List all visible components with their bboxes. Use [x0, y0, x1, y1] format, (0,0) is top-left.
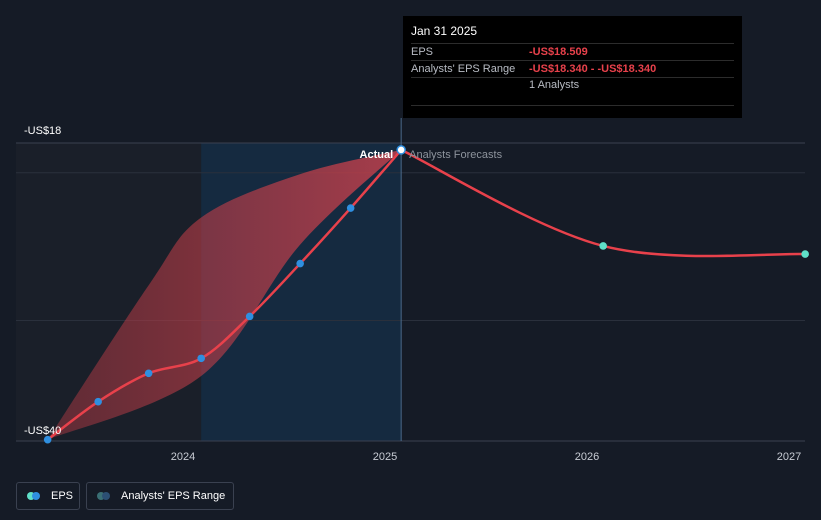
- eps-legend-icon: [27, 492, 43, 500]
- eps-actual-point: [346, 204, 355, 212]
- tooltip-eps-value: -US$18.509: [529, 46, 588, 58]
- legend-eps[interactable]: EPS: [16, 482, 80, 510]
- chart-tooltip: Jan 31 2025 EPS -US$18.509 Analysts' EPS…: [403, 16, 742, 118]
- tooltip-eps-row: EPS -US$18.509: [411, 43, 734, 60]
- y-axis-top-label: -US$18: [24, 125, 61, 137]
- eps-actual-point: [43, 435, 52, 444]
- eps-forecast-line: [400, 148, 806, 258]
- legend-eps-range[interactable]: Analysts' EPS Range: [86, 482, 234, 510]
- tooltip-eps-label: EPS: [411, 46, 434, 58]
- eps-forecast-point: [599, 242, 607, 250]
- eps-actual-point: [296, 259, 304, 268]
- eps-forecast-point: [801, 250, 809, 258]
- x-tick-label: 2025: [373, 451, 397, 463]
- forecast-label: Analysts Forecasts: [409, 149, 502, 161]
- x-tick-label: 2024: [171, 451, 195, 463]
- y-axis-bottom-label: -US$40: [24, 425, 61, 437]
- eps-actual-point: [94, 397, 102, 406]
- tooltip-date: Jan 31 2025: [411, 24, 478, 38]
- range-legend-icon: [97, 492, 113, 500]
- actual-label: Actual: [360, 149, 394, 161]
- legend-eps-label: EPS: [51, 490, 74, 502]
- tooltip-range-value: -US$18.340 - -US$18.340: [529, 63, 657, 75]
- legend-range-label: Analysts' EPS Range: [121, 490, 226, 502]
- eps-actual-point: [144, 369, 153, 378]
- eps-actual-point: [245, 312, 254, 321]
- eps-actual-point: [197, 354, 205, 363]
- tooltip-range-row: Analysts' EPS Range -US$18.340 - -US$18.…: [411, 60, 734, 77]
- tooltip-analysts: 1 Analysts: [529, 79, 580, 91]
- x-tick-label: 2027: [777, 451, 801, 463]
- tooltip-range-label: Analysts' EPS Range: [411, 63, 516, 75]
- tooltip-analysts-row: 1 Analysts: [411, 77, 734, 106]
- x-tick-label: 2026: [575, 451, 599, 463]
- eps-actual-point: [396, 145, 406, 155]
- analyst-range-area: [47, 149, 402, 440]
